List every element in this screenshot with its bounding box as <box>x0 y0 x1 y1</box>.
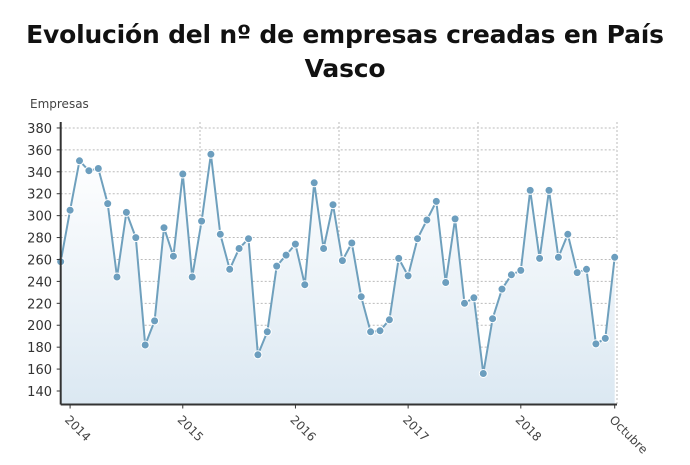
data-point <box>121 207 131 217</box>
y-tick-label: 220 <box>27 297 52 312</box>
y-tick-label: 340 <box>27 166 52 181</box>
data-point <box>225 264 235 274</box>
data-point <box>103 199 113 209</box>
data-point <box>384 315 394 325</box>
x-tick-label: 2015 <box>175 413 206 444</box>
data-point <box>553 252 563 262</box>
x-tick-label: Octubre <box>607 413 651 457</box>
data-point <box>300 280 310 290</box>
data-point <box>187 272 197 282</box>
data-point <box>290 239 300 249</box>
data-point <box>469 293 479 303</box>
data-point <box>582 264 591 274</box>
data-point <box>253 350 263 360</box>
data-point <box>75 156 84 166</box>
data-point <box>178 169 188 179</box>
y-tick-label: 160 <box>27 363 52 378</box>
data-point <box>197 216 207 226</box>
data-point <box>450 214 460 224</box>
data-point <box>544 185 554 195</box>
area-fill <box>60 154 615 405</box>
data-point <box>140 340 150 350</box>
data-point <box>610 252 620 262</box>
data-point <box>347 238 357 248</box>
data-point <box>281 250 291 260</box>
data-point <box>394 253 404 263</box>
data-markers <box>56 149 620 378</box>
data-point <box>112 272 122 282</box>
data-point <box>234 244 244 253</box>
y-tick-label: 360 <box>27 144 52 159</box>
data-point <box>84 166 94 176</box>
data-point <box>150 316 160 326</box>
data-point <box>356 292 366 302</box>
x-tick-label: 2016 <box>287 413 318 444</box>
data-point <box>328 200 338 210</box>
data-point <box>262 327 272 337</box>
data-point <box>563 229 573 239</box>
data-point <box>309 178 319 188</box>
data-point <box>535 253 545 263</box>
axes <box>59 122 617 406</box>
x-tick-label: 2018 <box>513 413 544 444</box>
data-point <box>591 339 601 349</box>
data-point <box>488 314 498 324</box>
data-point <box>215 229 225 239</box>
y-tick-label: 320 <box>27 188 52 203</box>
y-tick-label: 180 <box>27 341 52 356</box>
data-point <box>206 149 216 159</box>
x-tick-label: 2014 <box>62 413 93 444</box>
data-point <box>159 223 169 233</box>
data-point <box>478 369 488 378</box>
data-point <box>337 256 347 266</box>
y-tick-label: 200 <box>27 319 52 334</box>
y-tick-label: 140 <box>27 385 52 400</box>
data-point <box>272 261 282 271</box>
data-point <box>168 251 178 261</box>
data-point <box>93 164 103 173</box>
data-point <box>375 326 385 336</box>
data-point <box>431 196 441 206</box>
data-point <box>403 271 413 281</box>
y-tick-label: 300 <box>27 210 52 225</box>
data-point <box>131 233 141 243</box>
y-tick-label: 260 <box>27 253 52 268</box>
data-point <box>506 270 516 280</box>
data-point <box>497 284 507 294</box>
data-point <box>572 268 582 278</box>
y-axis-label: Empresas <box>30 97 89 111</box>
chart-title: Evolución del nº de empresas creadas en … <box>26 20 664 83</box>
x-tick-label: 2017 <box>400 413 431 444</box>
data-point <box>422 215 432 225</box>
data-point <box>516 265 526 275</box>
data-point <box>525 185 535 195</box>
y-tick-label: 380 <box>27 122 52 137</box>
data-point <box>244 234 253 244</box>
data-point <box>413 234 422 244</box>
data-point <box>441 278 451 287</box>
y-tick-label: 240 <box>27 275 52 290</box>
data-point <box>65 205 75 215</box>
data-point <box>600 333 610 343</box>
data-point <box>460 298 469 308</box>
data-point <box>319 244 329 253</box>
y-axis-ticks: 140 160 180 200 220 240 260 280 300 320 340 360 380 <box>27 122 61 400</box>
x-axis-ticks: 2014 2015 2016 2017 2018 Octubre <box>62 404 651 457</box>
y-tick-label: 280 <box>27 232 52 247</box>
data-point <box>366 327 376 337</box>
